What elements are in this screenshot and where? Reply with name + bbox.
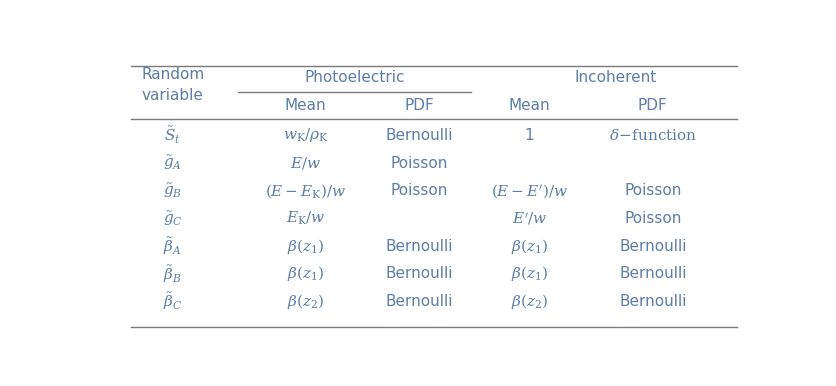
Text: Bernoulli: Bernoulli	[619, 294, 686, 309]
Text: $\tilde{S}_t$: $\tilde{S}_t$	[164, 125, 181, 146]
Text: $\tilde{\beta}_B$: $\tilde{\beta}_B$	[163, 263, 182, 284]
Text: Bernoulli: Bernoulli	[385, 128, 452, 143]
Text: $\beta(z_2)$: $\beta(z_2)$	[510, 292, 548, 311]
Text: Incoherent: Incoherent	[573, 70, 655, 85]
Text: $\tilde{\beta}_C$: $\tilde{\beta}_C$	[163, 291, 182, 312]
Text: $\beta(z_2)$: $\beta(z_2)$	[287, 292, 324, 311]
Text: $\tilde{\beta}_A$: $\tilde{\beta}_A$	[163, 235, 181, 257]
Text: $\tilde{g}_C$: $\tilde{g}_C$	[163, 209, 182, 228]
Text: $\beta(z_1)$: $\beta(z_1)$	[510, 264, 548, 283]
Text: $w_\mathrm{K}/\rho_\mathrm{K}$: $w_\mathrm{K}/\rho_\mathrm{K}$	[283, 127, 329, 144]
Text: 1: 1	[524, 128, 533, 143]
Text: Poisson: Poisson	[624, 183, 681, 198]
Text: $\beta(z_1)$: $\beta(z_1)$	[287, 264, 324, 283]
Text: $E_\mathrm{K}/w$: $E_\mathrm{K}/w$	[286, 210, 325, 227]
Text: Poisson: Poisson	[390, 156, 447, 171]
Text: $\beta(z_1)$: $\beta(z_1)$	[287, 237, 324, 256]
Text: Bernoulli: Bernoulli	[385, 294, 452, 309]
Text: $E/w$: $E/w$	[290, 155, 321, 171]
Text: Bernoulli: Bernoulli	[385, 239, 452, 254]
Text: Bernoulli: Bernoulli	[385, 266, 452, 281]
Text: Photoelectric: Photoelectric	[303, 70, 404, 85]
Text: $(E-E')/w$: $(E-E')/w$	[491, 182, 568, 200]
Text: $\delta\!-\!\mathrm{function}$: $\delta\!-\!\mathrm{function}$	[608, 128, 696, 143]
Text: $\tilde{g}_B$: $\tilde{g}_B$	[163, 181, 182, 200]
Text: $\beta(z_1)$: $\beta(z_1)$	[510, 237, 548, 256]
Text: Poisson: Poisson	[390, 183, 447, 198]
Text: Random
variable: Random variable	[141, 67, 204, 103]
Text: $(E-E_\mathrm{K})/w$: $(E-E_\mathrm{K})/w$	[265, 182, 346, 200]
Text: Poisson: Poisson	[624, 211, 681, 226]
Text: Mean: Mean	[508, 98, 549, 113]
Text: Bernoulli: Bernoulli	[619, 239, 686, 254]
Text: $E'/w$: $E'/w$	[511, 210, 547, 227]
Text: Mean: Mean	[284, 98, 326, 113]
Text: Bernoulli: Bernoulli	[619, 266, 686, 281]
Text: PDF: PDF	[404, 98, 434, 113]
Text: $\tilde{g}_A$: $\tilde{g}_A$	[163, 154, 182, 173]
Text: PDF: PDF	[637, 98, 667, 113]
